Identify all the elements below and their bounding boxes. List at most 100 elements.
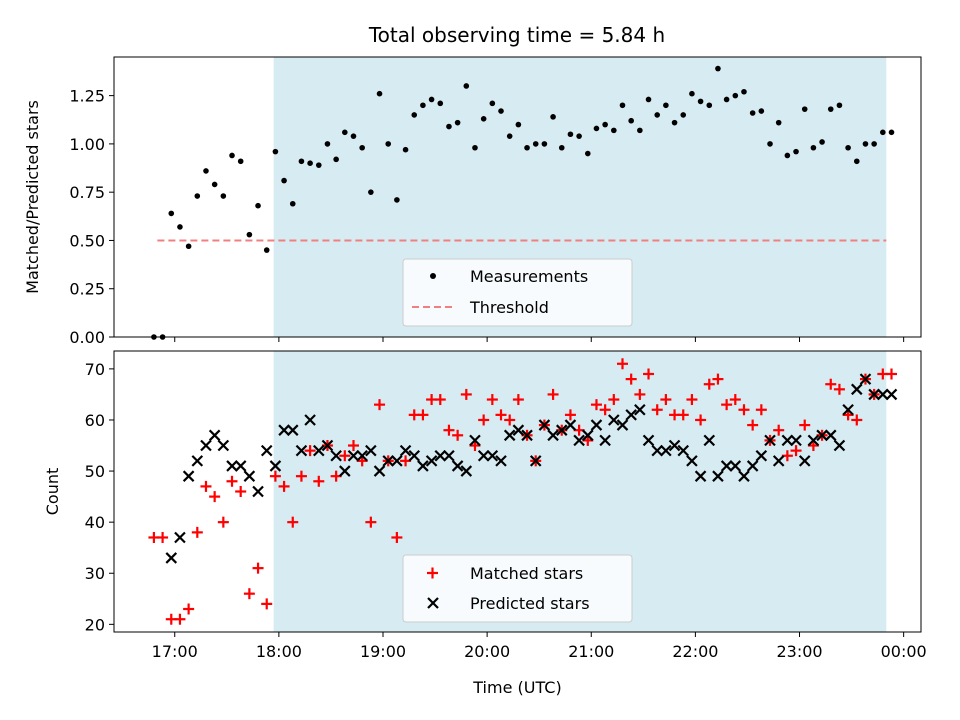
ratio-legend: Measurements Threshold [402,258,633,327]
predicted-star-point [781,434,794,447]
measurement-point [272,148,279,155]
measurement-point [819,139,825,145]
matched-star-point [599,404,611,416]
predicted-star-point [824,429,837,442]
matched-star-point [703,378,715,390]
predicted-star-point [174,531,186,544]
predicted-star-point [243,470,256,482]
matched-star-point [261,598,273,610]
predicted-star-point [703,434,716,447]
matched-star-point [347,440,359,452]
predicted-star-point [807,434,820,447]
predicted-star-point [200,439,212,452]
measurement-point [211,181,218,188]
predicted-star-point [469,434,481,447]
x-tick-label: 21:00 [568,642,614,661]
measurement-point [637,127,643,134]
count-panel: 20 30 40 50 60 70 17:00 18:00 19:00 20:00 21:00 22:… [43,350,927,697]
measurement-point [263,247,270,253]
predicted-star-point [321,439,334,452]
matched-star-point [755,404,767,416]
matched-star-point [278,480,290,492]
predicted-star-point [608,414,620,426]
predicted-star-point [877,388,889,401]
x-tick-label: 20:00 [464,642,510,661]
measurement-point [689,90,695,97]
matched-star-point [616,358,628,370]
measurement-point [741,88,747,95]
measurement-point [194,193,201,199]
measurement-point [880,129,886,136]
matched-star-point [252,562,264,574]
ratio-y-tick-label: 0.00 [69,328,105,347]
legend-matched-label: Matched stars [470,564,583,583]
measurement-point [489,100,496,107]
legend-matched-marker [427,567,438,579]
predicted-star-point [365,444,377,457]
matched-star-point [374,399,386,411]
measurement-point [307,160,313,167]
measurement-point [203,168,209,174]
matched-star-point [339,450,351,462]
measurement-point [862,141,869,147]
measurement-point [732,92,739,99]
matched-star-point [287,516,299,528]
measurement-point [498,108,504,114]
measurement-point [298,158,305,165]
matched-star-point [825,378,837,390]
ratio-y-tick-label: 0.50 [69,231,105,250]
ratio-y-tick-label: 1.25 [69,87,105,106]
matched-star-point [191,526,203,538]
matched-star-point [269,470,281,482]
predicted-star-point [356,449,368,462]
matched-star-point [183,603,195,615]
predicted-star-point [330,449,342,462]
matched-star-point [495,409,507,421]
predicted-star-point [269,460,282,472]
measurement-point [324,141,331,147]
predicted-star-point [798,455,811,467]
measurement-point [602,121,608,128]
measurement-point [420,102,426,109]
matched-star-point [547,388,559,400]
predicted-star-point [191,455,204,467]
matched-star-point [174,613,186,625]
predicted-star-point [391,455,403,467]
predicted-star-point [582,429,594,442]
matched-star-point [365,516,377,528]
matched-star-point [235,486,247,497]
measurement-point [428,96,435,103]
predicted-star-point [182,470,195,482]
predicted-star-point [260,444,273,457]
predicted-star-point [616,419,629,431]
matched-star-point [452,429,464,441]
count-y-tick-label: 60 [85,411,105,430]
legend-measurements-label: Measurements [470,267,588,286]
measurement-point [827,106,834,112]
ratio-y-axis-label: Matched/Predicted stars [23,100,42,294]
predicted-star-point [417,460,429,472]
matched-star-point [304,445,316,457]
predicted-star-point [686,455,698,467]
matched-star-point [721,399,733,411]
measurement-point [628,117,634,124]
matched-star-point [486,394,498,406]
matched-star-point [330,470,342,482]
measurement-point [775,119,782,126]
measurement-point [289,200,296,207]
matched-star-point [833,383,845,395]
measurement-point [454,119,461,126]
matched-star-point [851,414,863,426]
measurement-point [584,150,591,157]
predicted-star-point [720,460,733,472]
measurement-point [784,152,791,159]
measurement-point [411,112,418,118]
predicted-star-point [295,444,308,457]
matched-star-point [773,424,785,436]
measurement-point [480,115,487,122]
predicted-star-point [642,434,655,447]
predicted-star-point [634,403,646,416]
predicted-star-point [399,444,412,457]
predicted-star-point [625,409,637,421]
